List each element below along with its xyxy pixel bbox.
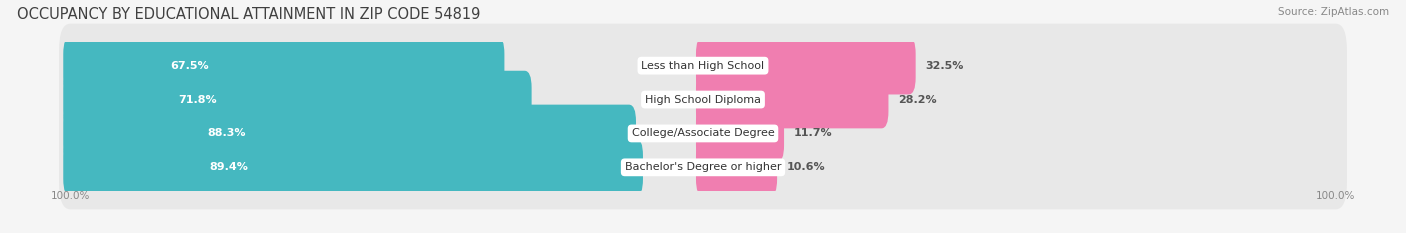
Text: Less than High School: Less than High School <box>641 61 765 71</box>
Text: Source: ZipAtlas.com: Source: ZipAtlas.com <box>1278 7 1389 17</box>
Text: OCCUPANCY BY EDUCATIONAL ATTAINMENT IN ZIP CODE 54819: OCCUPANCY BY EDUCATIONAL ATTAINMENT IN Z… <box>17 7 481 22</box>
FancyBboxPatch shape <box>63 105 636 162</box>
Text: Bachelor's Degree or higher: Bachelor's Degree or higher <box>624 162 782 172</box>
Text: 32.5%: 32.5% <box>925 61 965 71</box>
FancyBboxPatch shape <box>63 139 643 196</box>
FancyBboxPatch shape <box>59 125 1347 209</box>
FancyBboxPatch shape <box>696 105 785 162</box>
Text: 100.0%: 100.0% <box>1316 191 1355 201</box>
Text: High School Diploma: High School Diploma <box>645 95 761 105</box>
Text: 28.2%: 28.2% <box>898 95 936 105</box>
Text: 100.0%: 100.0% <box>51 191 90 201</box>
FancyBboxPatch shape <box>59 58 1347 142</box>
Text: College/Associate Degree: College/Associate Degree <box>631 128 775 138</box>
Text: 11.7%: 11.7% <box>794 128 832 138</box>
Text: 88.3%: 88.3% <box>208 128 246 138</box>
FancyBboxPatch shape <box>696 71 889 128</box>
FancyBboxPatch shape <box>696 37 915 94</box>
FancyBboxPatch shape <box>63 37 505 94</box>
Text: 67.5%: 67.5% <box>170 61 209 71</box>
Text: 10.6%: 10.6% <box>787 162 825 172</box>
Text: 89.4%: 89.4% <box>209 162 247 172</box>
FancyBboxPatch shape <box>59 24 1347 108</box>
FancyBboxPatch shape <box>59 91 1347 175</box>
FancyBboxPatch shape <box>696 139 778 196</box>
FancyBboxPatch shape <box>63 71 531 128</box>
Text: 71.8%: 71.8% <box>179 95 217 105</box>
